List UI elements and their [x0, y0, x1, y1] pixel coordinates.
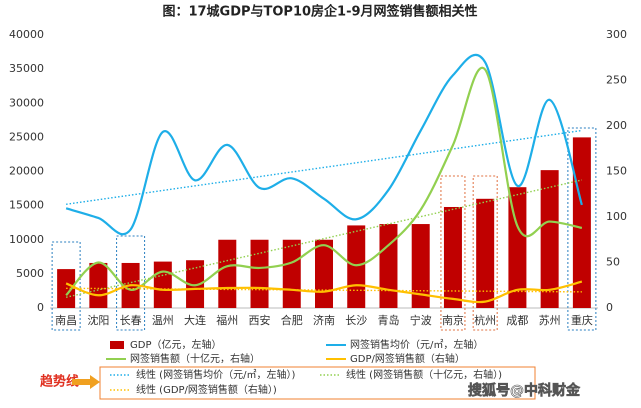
chart-title: 图：17城GDP与TOP10房企1-9月网签销售额相关性: [162, 4, 477, 20]
x-tick-label: 青岛: [377, 313, 399, 327]
highlight-box: [567, 127, 597, 331]
x-tick-label: 福州: [216, 313, 238, 327]
bar: [379, 224, 398, 308]
x-tick-label: 温州: [152, 314, 174, 327]
x-tick-label: 宁波: [410, 313, 432, 327]
trend-note: 趋势线: [40, 374, 79, 390]
y-tick-label: 35000: [9, 62, 44, 75]
trend-line: [65, 179, 583, 298]
bar: [153, 261, 172, 308]
legend-swatch: [110, 341, 124, 349]
highlight-box: [472, 175, 498, 331]
y-tick-label: 5000: [16, 267, 44, 280]
y2-tick-label: 300: [606, 28, 627, 41]
bar: [282, 239, 301, 308]
bar: [89, 262, 108, 308]
y-tick-label: 15000: [9, 199, 44, 212]
bar: [347, 225, 366, 308]
legend-label: 网签销售均价（元/㎡，左轴）: [350, 338, 483, 351]
line-series: [65, 66, 583, 297]
bar: [540, 170, 559, 308]
x-tick-label: 成都: [506, 314, 528, 327]
x-tick-label: 长沙: [345, 314, 367, 327]
x-tick-label: 沈阳: [87, 313, 109, 327]
trend-line: [66, 129, 582, 206]
arrow: [72, 375, 100, 389]
x-tick-label: 西安: [249, 313, 271, 327]
y-tick-label: 20000: [9, 165, 44, 178]
x-tick-label: 苏州: [539, 314, 561, 327]
legend-label: 线性 (网签销售额（十亿元，右轴）): [346, 368, 502, 381]
bar: [572, 137, 591, 308]
bar: [186, 260, 205, 308]
y-tick-label: 25000: [9, 130, 44, 143]
y2-tick-label: 150: [606, 165, 627, 178]
bar: [411, 224, 430, 308]
x-tick-label: 杭州: [474, 313, 496, 327]
legend-label: 线性 (网签销售均价（元/㎡，左轴）): [136, 368, 295, 381]
watermark: 搜狐号@中科财金: [468, 382, 581, 399]
highlight-box: [116, 235, 146, 331]
y2-tick-label: 200: [606, 119, 627, 132]
y2-tick-label: 0: [606, 301, 613, 314]
bar: [508, 187, 527, 308]
y-tick-label: 0: [37, 301, 44, 314]
line-series: [65, 53, 583, 236]
legend-label: GDP（亿元，左轴）: [130, 338, 221, 351]
y2-tick-label: 50: [606, 256, 620, 269]
legend-label: 网签销售额（十亿元，右轴）: [130, 352, 260, 365]
bar: [476, 198, 495, 308]
x-tick-label: 济南: [313, 313, 335, 327]
highlight-box: [51, 241, 81, 331]
trend-legend-box: [99, 366, 536, 400]
legend-label: GDP/网签销售额（右轴）: [350, 352, 465, 365]
x-tick-label: 南昌: [55, 314, 77, 327]
x-tick-label: 南京: [442, 313, 464, 327]
bar: [218, 239, 237, 308]
y-tick-label: 30000: [9, 96, 44, 109]
line-series: [65, 280, 583, 304]
bar: [250, 239, 269, 308]
y-tick-label: 10000: [9, 233, 44, 246]
x-tick-label: 重庆: [571, 313, 593, 327]
bar: [315, 239, 333, 308]
bar: [443, 206, 462, 308]
y2-tick-label: 250: [606, 74, 627, 87]
y2-tick-label: 100: [606, 210, 627, 223]
x-tick-label: 大连: [184, 313, 206, 327]
highlight-box: [440, 175, 466, 331]
x-tick-label: 长春: [120, 314, 142, 327]
legend-label: 线性 (GDP/网签销售额（右轴）): [136, 383, 277, 396]
y-tick-label: 40000: [9, 28, 44, 41]
x-tick-label: 合肥: [281, 313, 303, 327]
